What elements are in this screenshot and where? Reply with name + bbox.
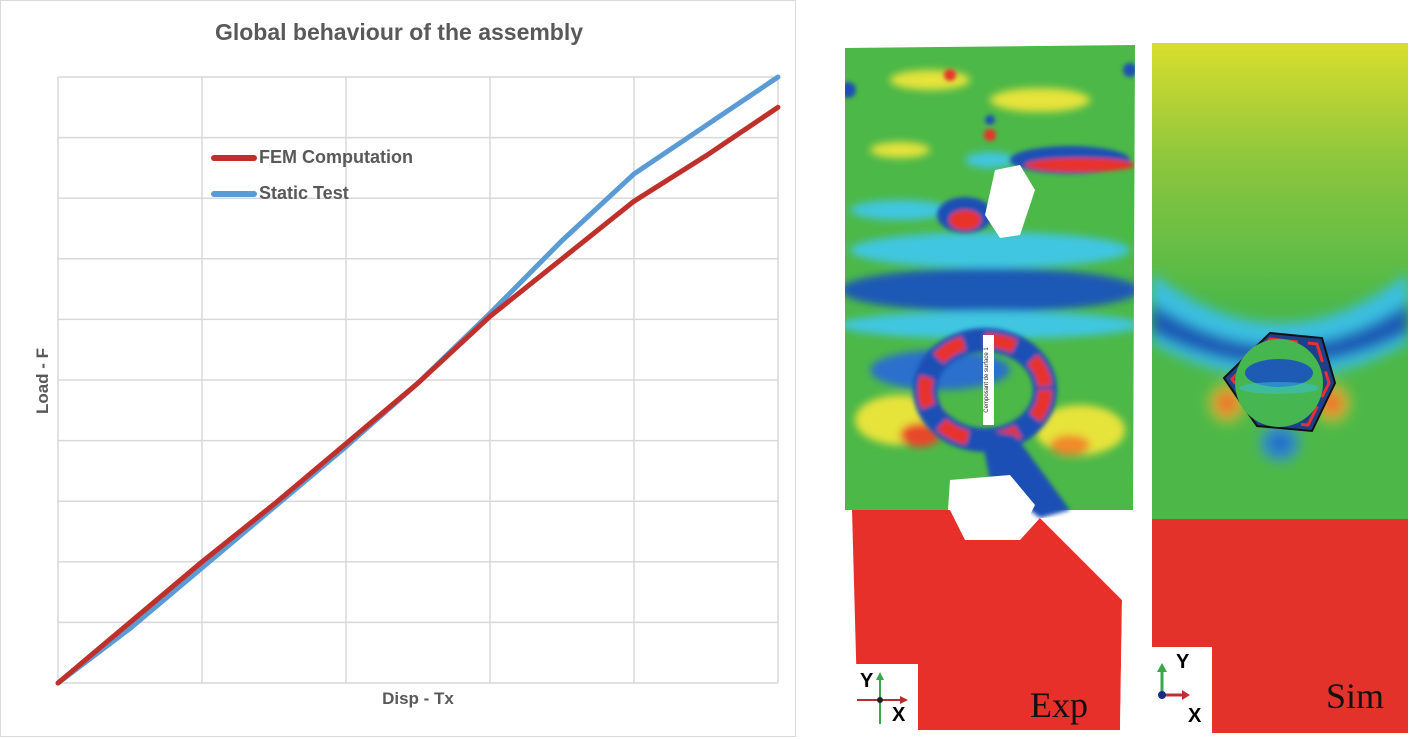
- sim-field-image: [1152, 43, 1408, 733]
- x-axis-label: Disp - Tx: [382, 689, 454, 708]
- exp-field-panel: Cemposant de surface 1 Y X Exp: [840, 40, 1140, 739]
- exp-axis-triad: Y X: [852, 664, 918, 730]
- legend-item-static: Static Test: [211, 183, 349, 204]
- sim-panel-label: Sim: [1326, 676, 1385, 716]
- axis-triad-icon: [1157, 663, 1190, 700]
- exp-panel-label: Exp: [1030, 685, 1088, 725]
- chart-title: Global behaviour of the assembly: [214, 19, 584, 45]
- legend-item-fem: FEM Computation: [211, 147, 413, 168]
- series-line-fem-computation: [55, 104, 781, 686]
- exp-axis-x-label: X: [892, 704, 906, 726]
- sim-field-panel: Y X Sim: [1152, 43, 1408, 733]
- legend-label-static: Static Test: [259, 183, 349, 203]
- chart-frame: Global behaviour of the assembly Load - …: [0, 0, 796, 737]
- legend-swatch-static: [211, 190, 257, 197]
- axis-triad-icon: [857, 672, 908, 724]
- sim-axis-x-label: X: [1188, 705, 1202, 727]
- legend-swatch-fem: [211, 154, 257, 161]
- plot-area: [55, 74, 781, 686]
- overlay-label-text: Cemposant de surface 1: [984, 347, 990, 413]
- sim-axis-triad: Y X: [1152, 647, 1212, 733]
- exp-field-image: Cemposant de surface 1: [845, 45, 1135, 730]
- exp-axis-y-label: Y: [860, 670, 874, 692]
- legend-label-fem: FEM Computation: [259, 147, 413, 167]
- sim-axis-y-label: Y: [1176, 651, 1190, 673]
- overlay-label-bar: [983, 335, 994, 425]
